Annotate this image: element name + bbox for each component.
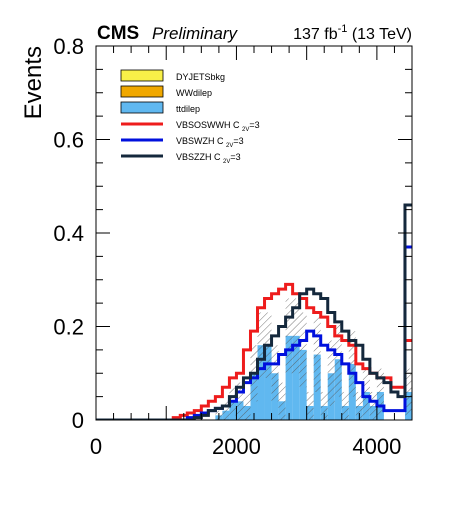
uncertainty-band-25 <box>271 345 279 402</box>
status-label: Preliminary <box>152 24 239 43</box>
uncertainty-band-44 <box>404 368 412 416</box>
legend-label: WWdilep <box>176 88 212 98</box>
uncertainty-band-31 <box>313 317 321 392</box>
y-tick-label: 0.4 <box>53 221 84 246</box>
uncertainty-band-36 <box>348 331 356 397</box>
bar-ttdilep-28 <box>292 335 300 420</box>
legend-label: DYJETSbkg <box>176 72 225 82</box>
legend-label: VBSOSWWH C 2V=3 <box>176 120 260 133</box>
legend: DYJETSbkg WWdilep ttdilep VBSOSWWH C 2V=3 VB… <box>120 69 260 165</box>
uncertainty-band-33 <box>327 340 335 406</box>
series-line-VBSOSWWH-C <box>96 282 412 420</box>
y-tick-label: 0.8 <box>53 34 84 59</box>
lumi-value: 137 fb <box>293 26 338 43</box>
legend-label: VBSZZH C 2V=3 <box>176 152 241 165</box>
uncertainty-band-20 <box>236 382 244 420</box>
uncertainty-band-39 <box>369 391 377 420</box>
lumi-energy: (13 TeV) <box>347 26 412 43</box>
x-tick-label: 4000 <box>352 434 401 459</box>
uncertainty-band-27 <box>285 298 293 374</box>
uncertainty-band-35 <box>341 391 349 420</box>
y-tick-label: 0.6 <box>53 128 84 153</box>
uncertainty-band-40 <box>376 368 384 416</box>
x-tick-label: 2000 <box>212 434 261 459</box>
uncertainty-band-23 <box>257 312 265 378</box>
uncertainty-band-38 <box>362 368 370 416</box>
lumi-label: 137 fb-1 (13 TeV) <box>293 23 412 43</box>
uncertainty-band-32 <box>320 391 328 420</box>
legend-label: ttdilep <box>176 104 200 114</box>
legend-swatch <box>120 101 164 114</box>
series-line-VBSZZH-C <box>96 203 412 420</box>
uncertainty-band-26 <box>278 382 286 420</box>
uncertainty-band-37 <box>355 391 363 420</box>
legend-swatch <box>120 69 164 82</box>
bar-ttdilep-27 <box>285 335 293 420</box>
uncertainty-band-34 <box>334 321 342 397</box>
y-axis-label: Events <box>20 46 47 119</box>
experiment-label: CMS <box>97 23 139 44</box>
uncertainty-band-28 <box>292 298 300 374</box>
lumi-exponent: -1 <box>338 23 348 35</box>
legend-label: VBSWZH C 2V=3 <box>176 136 244 149</box>
series-line-VBSWZH-C <box>96 245 412 420</box>
uncertainty-band-21 <box>243 391 251 420</box>
uncertainty-band-30 <box>306 391 314 420</box>
y-tick-label: 0 <box>72 408 84 433</box>
legend-swatch <box>120 85 164 98</box>
bar-ttdilep-23 <box>257 345 265 420</box>
bar-ttdilep-24 <box>264 345 272 420</box>
x-tick-label: 0 <box>90 434 102 459</box>
y-tick-label: 0.2 <box>53 315 84 340</box>
uncertainty-band-18 <box>222 401 230 420</box>
uncertainty-band-29 <box>299 312 307 388</box>
